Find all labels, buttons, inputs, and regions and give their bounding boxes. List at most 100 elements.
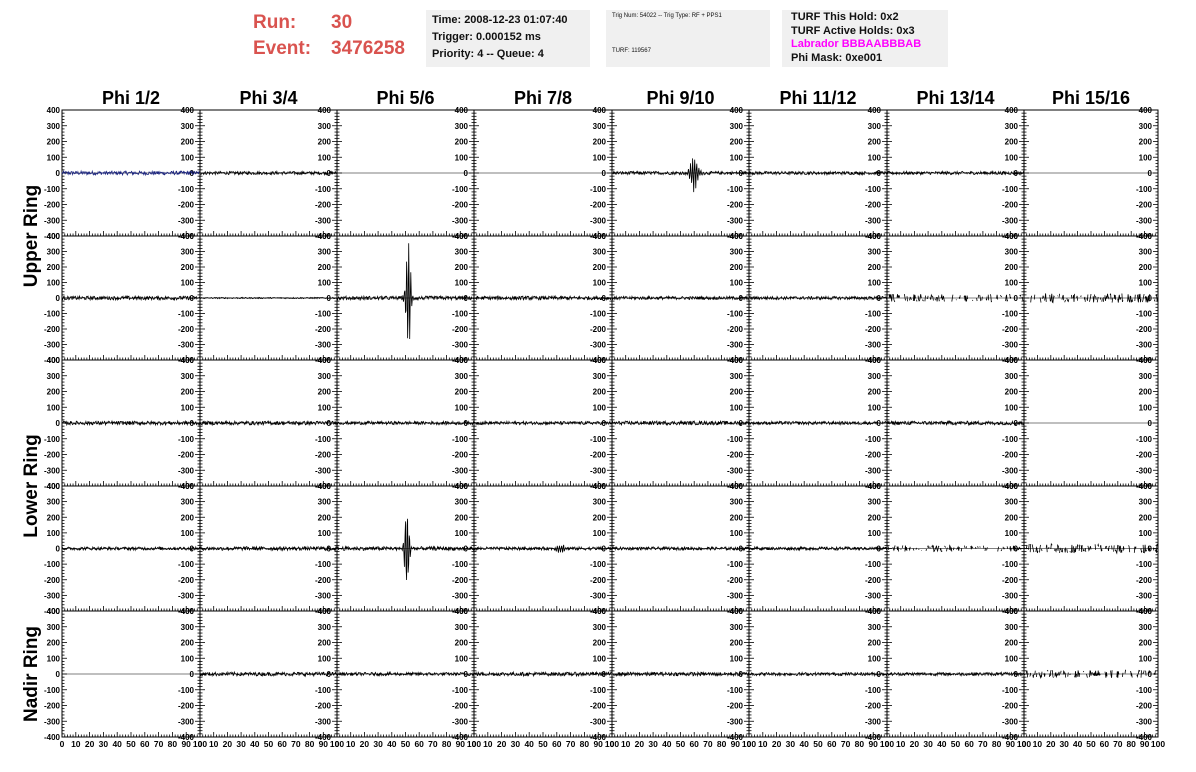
y-tick-label: -100: [590, 560, 607, 569]
waveform-trace: [1104, 293, 1110, 301]
y-tick-label: 300: [868, 122, 882, 131]
waveform-trace: [1019, 294, 1022, 297]
priority-text: Priority: 4 -- Queue: 4: [432, 48, 544, 60]
y-tick-label: -100: [865, 435, 882, 444]
y-tick-label: 400: [730, 482, 744, 491]
waveform-trace: [1047, 547, 1050, 550]
y-tick-label: -300: [1002, 466, 1019, 475]
y-tick-label: -200: [315, 325, 332, 334]
y-tick-label: 400: [318, 106, 332, 115]
y-tick-label: 200: [47, 263, 61, 272]
y-tick-label: -200: [44, 325, 61, 334]
y-tick-label: 0: [327, 419, 332, 428]
column-header: Phi 3/4: [239, 88, 297, 108]
y-tick-label: -200: [452, 451, 469, 460]
waveform-trace: [1147, 545, 1151, 552]
y-tick-label: -100: [865, 560, 882, 569]
waveform-trace: [1105, 545, 1108, 549]
waveform-trace: [985, 296, 988, 301]
waveform-trace: [946, 547, 948, 552]
y-tick-label: 300: [593, 372, 607, 381]
y-tick-label: 300: [47, 122, 61, 131]
waveform-trace: [1073, 546, 1077, 554]
waveform-trace: [1095, 295, 1097, 300]
y-tick-label: 300: [730, 122, 744, 131]
y-tick-label: -300: [452, 216, 469, 225]
waveform-trace: [611, 294, 750, 301]
y-tick-label: 100: [868, 153, 882, 162]
column-header: Phi 7/8: [514, 88, 572, 108]
waveform-trace: [1097, 543, 1100, 547]
waveform-trace: [1154, 299, 1156, 302]
y-tick-label: -100: [1136, 310, 1153, 319]
waveform-trace: [965, 546, 967, 549]
waveform-trace: [964, 545, 966, 548]
waveform-trace: [1054, 548, 1057, 553]
waveform-trace: [473, 294, 613, 302]
run-value: 30: [331, 12, 353, 33]
y-tick-label: -200: [1136, 451, 1153, 460]
y-tick-label: -300: [590, 341, 607, 350]
y-tick-label: 0: [602, 419, 607, 428]
y-tick-label: 200: [593, 263, 607, 272]
y-tick-label: 100: [1139, 529, 1153, 538]
y-tick-label: 0: [56, 545, 61, 554]
y-tick-label: 400: [1139, 482, 1153, 491]
y-tick-label: -200: [727, 325, 744, 334]
y-tick-label: 200: [318, 388, 332, 397]
waveform-trace: [1080, 295, 1082, 298]
y-tick-label: -300: [44, 216, 61, 225]
waveform-trace: [611, 158, 750, 193]
y-tick-label: -200: [590, 451, 607, 460]
waveform-trace: [1107, 545, 1110, 551]
y-tick-label: 300: [181, 248, 195, 257]
waveform-trace: [61, 545, 201, 552]
waveform-trace: [940, 294, 945, 302]
waveform-trace: [611, 545, 750, 552]
y-tick-label: 200: [181, 388, 195, 397]
y-tick-label: -300: [865, 466, 882, 475]
waveform-trace: [1101, 298, 1103, 302]
waveform-trace: [1086, 294, 1089, 301]
y-tick-label: 300: [47, 248, 61, 257]
column-header: Phi 13/14: [916, 88, 994, 108]
y-tick-label: 200: [318, 513, 332, 522]
y-tick-label: 200: [181, 513, 195, 522]
y-tick-label: 200: [1005, 388, 1019, 397]
y-tick-label: -200: [178, 201, 195, 210]
waveform-trace: [199, 169, 338, 177]
y-tick-label: 400: [455, 232, 469, 241]
y-tick-label: -100: [590, 310, 607, 319]
y-tick-label: 100: [318, 529, 332, 538]
y-tick-label: -300: [727, 591, 744, 600]
y-tick-label: 300: [868, 248, 882, 257]
y-tick-label: -300: [1002, 591, 1019, 600]
waveform-trace: [986, 547, 988, 551]
waveform-trace: [912, 294, 916, 302]
y-tick-label: 400: [318, 482, 332, 491]
y-tick-label: 400: [318, 356, 332, 365]
waveform-trace: [336, 419, 475, 426]
y-tick-label: 400: [868, 106, 882, 115]
y-tick-label: 0: [56, 419, 61, 428]
y-tick-label: 300: [181, 372, 195, 381]
waveform-trace: [984, 547, 986, 551]
y-tick-label: -100: [44, 560, 61, 569]
y-tick-label: 400: [455, 356, 469, 365]
y-tick-label: -200: [727, 201, 744, 210]
waveform-trace: [1057, 544, 1059, 551]
y-tick-label: -200: [1002, 325, 1019, 334]
y-tick-label: 200: [730, 263, 744, 272]
waveform-trace: [1061, 294, 1065, 301]
ring-label: Lower Ring: [21, 434, 42, 537]
waveform-trace: [926, 295, 929, 300]
y-tick-label: -100: [315, 435, 332, 444]
y-tick-label: 300: [730, 498, 744, 507]
waveform-trace: [904, 294, 907, 301]
waveform-trace: [1126, 294, 1134, 303]
y-tick-label: -300: [315, 591, 332, 600]
waveform-trace: [906, 296, 908, 302]
waveform-trace: [1025, 544, 1028, 550]
waveform-trace: [888, 294, 893, 302]
y-tick-label: 100: [47, 279, 61, 288]
